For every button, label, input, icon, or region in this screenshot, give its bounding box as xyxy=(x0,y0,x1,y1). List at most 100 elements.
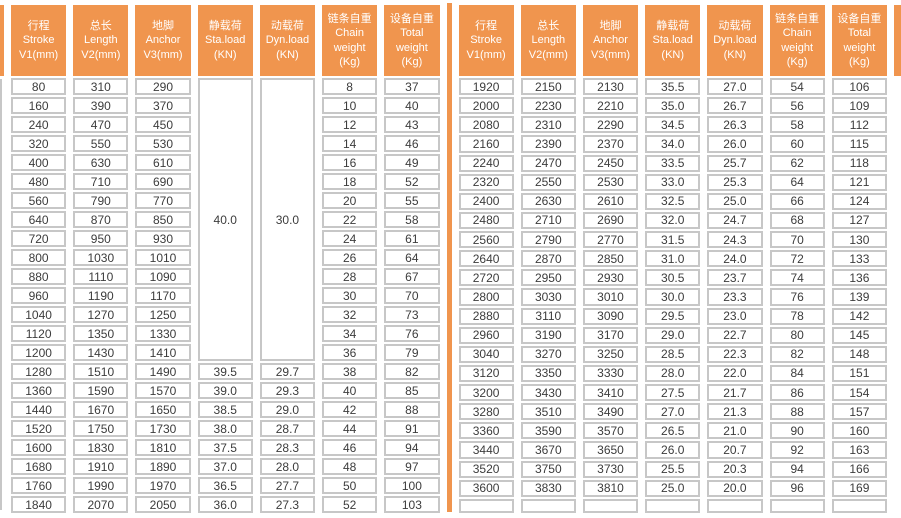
cell-total-weight: 133 xyxy=(831,250,887,268)
cell-anchor: 1970 xyxy=(135,477,191,494)
cell-length: 3270 xyxy=(520,345,576,363)
cell-dyn-load: 20.0 xyxy=(707,479,763,497)
header-row: 行程 Stroke V1(mm) 总长 Length V2(mm) 地脚 Anchor V3(m… xyxy=(458,5,887,76)
cell-chain-weight: 62 xyxy=(769,154,825,172)
cell-chain-weight: 86 xyxy=(769,384,825,402)
cell-stroke: 800 xyxy=(11,249,67,266)
cell-total-weight: 67 xyxy=(384,268,440,285)
cell-sta-load: 31.5 xyxy=(645,231,701,249)
cell-dyn-load: 20.7 xyxy=(707,441,763,459)
table-row: 3360 3590 3570 26.5 21.0 90 160 xyxy=(458,422,887,440)
cell-chain-weight: 66 xyxy=(769,192,825,210)
cell-anchor: 770 xyxy=(135,192,191,209)
cell-stroke: 3120 xyxy=(458,364,514,382)
table-row: 880 1110 1090 28 67 xyxy=(11,268,440,285)
cell-sta-load: 32.5 xyxy=(645,192,701,210)
cell-total-weight: 166 xyxy=(831,460,887,478)
table-row: 3200 3430 3410 27.5 21.7 86 154 xyxy=(458,384,887,402)
cell-total-weight: 61 xyxy=(384,230,440,247)
cell-total-weight: 40 xyxy=(384,97,440,114)
cell-length: 2470 xyxy=(520,154,576,172)
cropped-left-column-sliver xyxy=(0,3,4,515)
cell-chain-weight: 84 xyxy=(769,364,825,382)
cell-dyn-load: 24.7 xyxy=(707,211,763,229)
cell-anchor: 1730 xyxy=(135,420,191,437)
cell-stroke: 320 xyxy=(11,135,67,152)
cell-total-weight: 85 xyxy=(384,382,440,399)
col-header-stroke: 行程 Stroke V1(mm) xyxy=(11,5,67,76)
cell-stroke: 1840 xyxy=(11,496,67,513)
table-row: 1840 2070 2050 36.0 27.3 52 103 xyxy=(11,496,440,513)
cropped-left-header-sliver xyxy=(0,5,4,76)
cell-chain-weight: 42 xyxy=(322,401,378,418)
cell-chain-weight: 50 xyxy=(322,477,378,494)
cell-stroke: 3440 xyxy=(458,441,514,459)
cell-dyn-load-merged: 30.0 xyxy=(259,78,316,361)
cell-length: 2390 xyxy=(520,135,576,153)
cell-chain-weight: 96 xyxy=(769,479,825,497)
table-row: 1200 1430 1410 36 79 xyxy=(11,344,440,361)
table-row: 1280 1510 1490 39.5 29.7 38 82 xyxy=(11,363,440,380)
cell-length: 3510 xyxy=(520,403,576,421)
cell-chain-weight: 44 xyxy=(322,420,378,437)
cell-total-weight: 142 xyxy=(831,307,887,325)
cell-sta-load: 35.0 xyxy=(645,97,701,115)
col-header-dyn-load: 动载荷 Dyn.load (KN) xyxy=(259,5,316,76)
table-row: 720 950 930 24 61 xyxy=(11,230,440,247)
cell-total-weight: 112 xyxy=(831,116,887,134)
cell-chain-weight: 60 xyxy=(769,135,825,153)
table-row: 560 790 770 20 55 xyxy=(11,192,440,209)
table-row: 3600 3830 3810 25.0 20.0 96 169 xyxy=(458,479,887,497)
cell-total-weight: 52 xyxy=(384,173,440,190)
cell-dyn-load: 22.3 xyxy=(707,345,763,363)
cell-length: 1510 xyxy=(73,363,129,380)
cell-length: 2710 xyxy=(520,211,576,229)
cell-stroke: 160 xyxy=(11,97,67,114)
cell-anchor: 3250 xyxy=(582,345,639,363)
cell-stroke: 1120 xyxy=(11,325,67,342)
cell-length: 310 xyxy=(73,78,129,95)
cell-sta-load: 33.5 xyxy=(645,154,701,172)
cell-chain-weight: 32 xyxy=(322,306,378,323)
cell-total-weight: 76 xyxy=(384,325,440,342)
cell-anchor: 850 xyxy=(135,211,191,228)
cell-total-weight: 148 xyxy=(831,345,887,363)
cell-sta-load: 39.5 xyxy=(197,363,253,380)
col-header-chain-weight: 链条自重 Chain weight (Kg) xyxy=(769,5,825,76)
cell-total-weight: 139 xyxy=(831,288,887,306)
cell-length: 790 xyxy=(73,192,129,209)
cell-stroke: 640 xyxy=(11,211,67,228)
cell-anchor: 2850 xyxy=(582,250,639,268)
cell-total-weight: 91 xyxy=(384,420,440,437)
table-row: 2240 2470 2450 33.5 25.7 62 118 xyxy=(458,154,887,172)
table-row: 2800 3030 3010 30.0 23.3 76 139 xyxy=(458,288,887,306)
cell-stroke: 560 xyxy=(11,192,67,209)
table-row: 400 630 610 16 49 xyxy=(11,154,440,171)
spec-table-right-half: 行程 Stroke V1(mm) 总长 Length V2(mm) 地脚 Anchor V3(m… xyxy=(452,3,895,515)
cell-stroke: 1360 xyxy=(11,382,67,399)
cell-sta-load: 30.0 xyxy=(645,288,701,306)
cell-dyn-load: 29.0 xyxy=(259,401,316,418)
table-row: 2080 2310 2290 34.5 26.3 58 112 xyxy=(458,116,887,134)
cell-dyn-load: 21.7 xyxy=(707,384,763,402)
cell-total-weight: 130 xyxy=(831,231,887,249)
cell-dyn-load: 25.7 xyxy=(707,154,763,172)
cell-anchor: 610 xyxy=(135,154,191,171)
cell-dyn-load: 25.0 xyxy=(707,192,763,210)
cell-total-weight: 82 xyxy=(384,363,440,380)
cell-length xyxy=(520,498,576,513)
cell-length: 3670 xyxy=(520,441,576,459)
table-row: 960 1190 1170 30 70 xyxy=(11,287,440,304)
cell-chain-weight: 24 xyxy=(322,230,378,247)
center-divider xyxy=(446,3,452,512)
cell-sta-load: 39.0 xyxy=(197,382,253,399)
table-row: 1760 1990 1970 36.5 27.7 50 100 xyxy=(11,477,440,494)
cell-stroke xyxy=(458,498,514,513)
cell-sta-load: 35.5 xyxy=(645,78,701,96)
cell-total-weight: 100 xyxy=(384,477,440,494)
cell-stroke: 480 xyxy=(11,173,67,190)
cell-stroke: 3520 xyxy=(458,460,514,478)
cell-sta-load: 37.0 xyxy=(197,458,253,475)
cell-length: 3190 xyxy=(520,326,576,344)
cell-total-weight: 79 xyxy=(384,344,440,361)
